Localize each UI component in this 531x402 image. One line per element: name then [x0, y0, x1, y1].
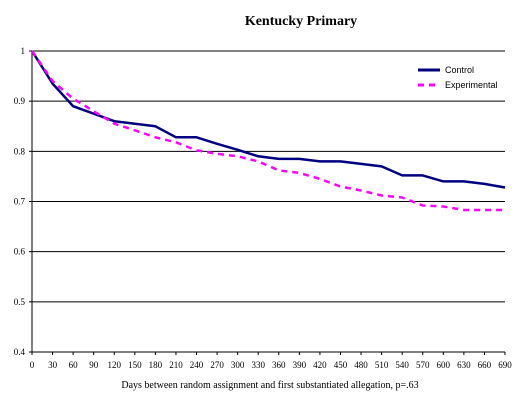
x-tick-label-11: 330: [251, 360, 265, 370]
gridlines: [32, 50, 505, 303]
x-tick-label-0: 0: [30, 360, 35, 370]
x-tick-label-5: 150: [128, 360, 142, 370]
series-lines: [30, 50, 506, 212]
x-tick-label-14: 420: [313, 360, 327, 370]
x-tick-label-9: 270: [210, 360, 224, 370]
y-tick-label-2: 0.6: [14, 247, 26, 257]
x-tick-label-6: 180: [149, 360, 163, 370]
y-tick-label-5: 0.9: [14, 96, 26, 106]
y-tick-label-4: 0.8: [14, 146, 26, 156]
legend-label-control: Control: [445, 65, 474, 75]
x-tick-label-22: 660: [478, 360, 492, 370]
x-tick-labels: 0 30 60 90 120 150 180 210 240 270 300 330 360 390 420…: [30, 352, 512, 370]
x-tick-label-16: 480: [354, 360, 368, 370]
x-tick-label-8: 240: [190, 360, 204, 370]
y-tick-labels: 0.4 0.5 0.6 0.7 0.8 0.9 1: [14, 46, 32, 357]
x-tick-label-15: 450: [334, 360, 348, 370]
x-tick-label-1: 30: [48, 360, 58, 370]
x-tick-label-19: 570: [416, 360, 430, 370]
series-line-control: [30, 50, 506, 189]
y-tick-label-6: 1: [21, 46, 26, 56]
x-tick-label-3: 90: [89, 360, 99, 370]
x-tick-label-20: 600: [437, 360, 451, 370]
series-line-experimental: [30, 50, 505, 212]
x-axis-label: Days between random assignment and first…: [121, 380, 418, 391]
x-tick-label-18: 540: [395, 360, 409, 370]
y-tick-label-3: 0.7: [14, 197, 26, 207]
legend-label-experimental: Experimental: [445, 80, 498, 90]
x-tick-label-13: 390: [293, 360, 307, 370]
x-tick-label-7: 210: [169, 360, 183, 370]
x-tick-label-2: 60: [69, 360, 79, 370]
x-tick-label-12: 360: [272, 360, 286, 370]
legend: Control Experimental: [418, 65, 498, 90]
x-tick-label-17: 510: [375, 360, 389, 370]
x-tick-label-23: 690: [498, 360, 512, 370]
chart-title: Kentucky Primary: [245, 14, 357, 29]
y-tick-label-1: 0.5: [14, 297, 26, 307]
x-tick-label-10: 300: [231, 360, 245, 370]
y-tick-label-0: 0.4: [14, 347, 26, 357]
x-tick-label-21: 630: [457, 360, 471, 370]
x-tick-label-4: 120: [108, 360, 122, 370]
